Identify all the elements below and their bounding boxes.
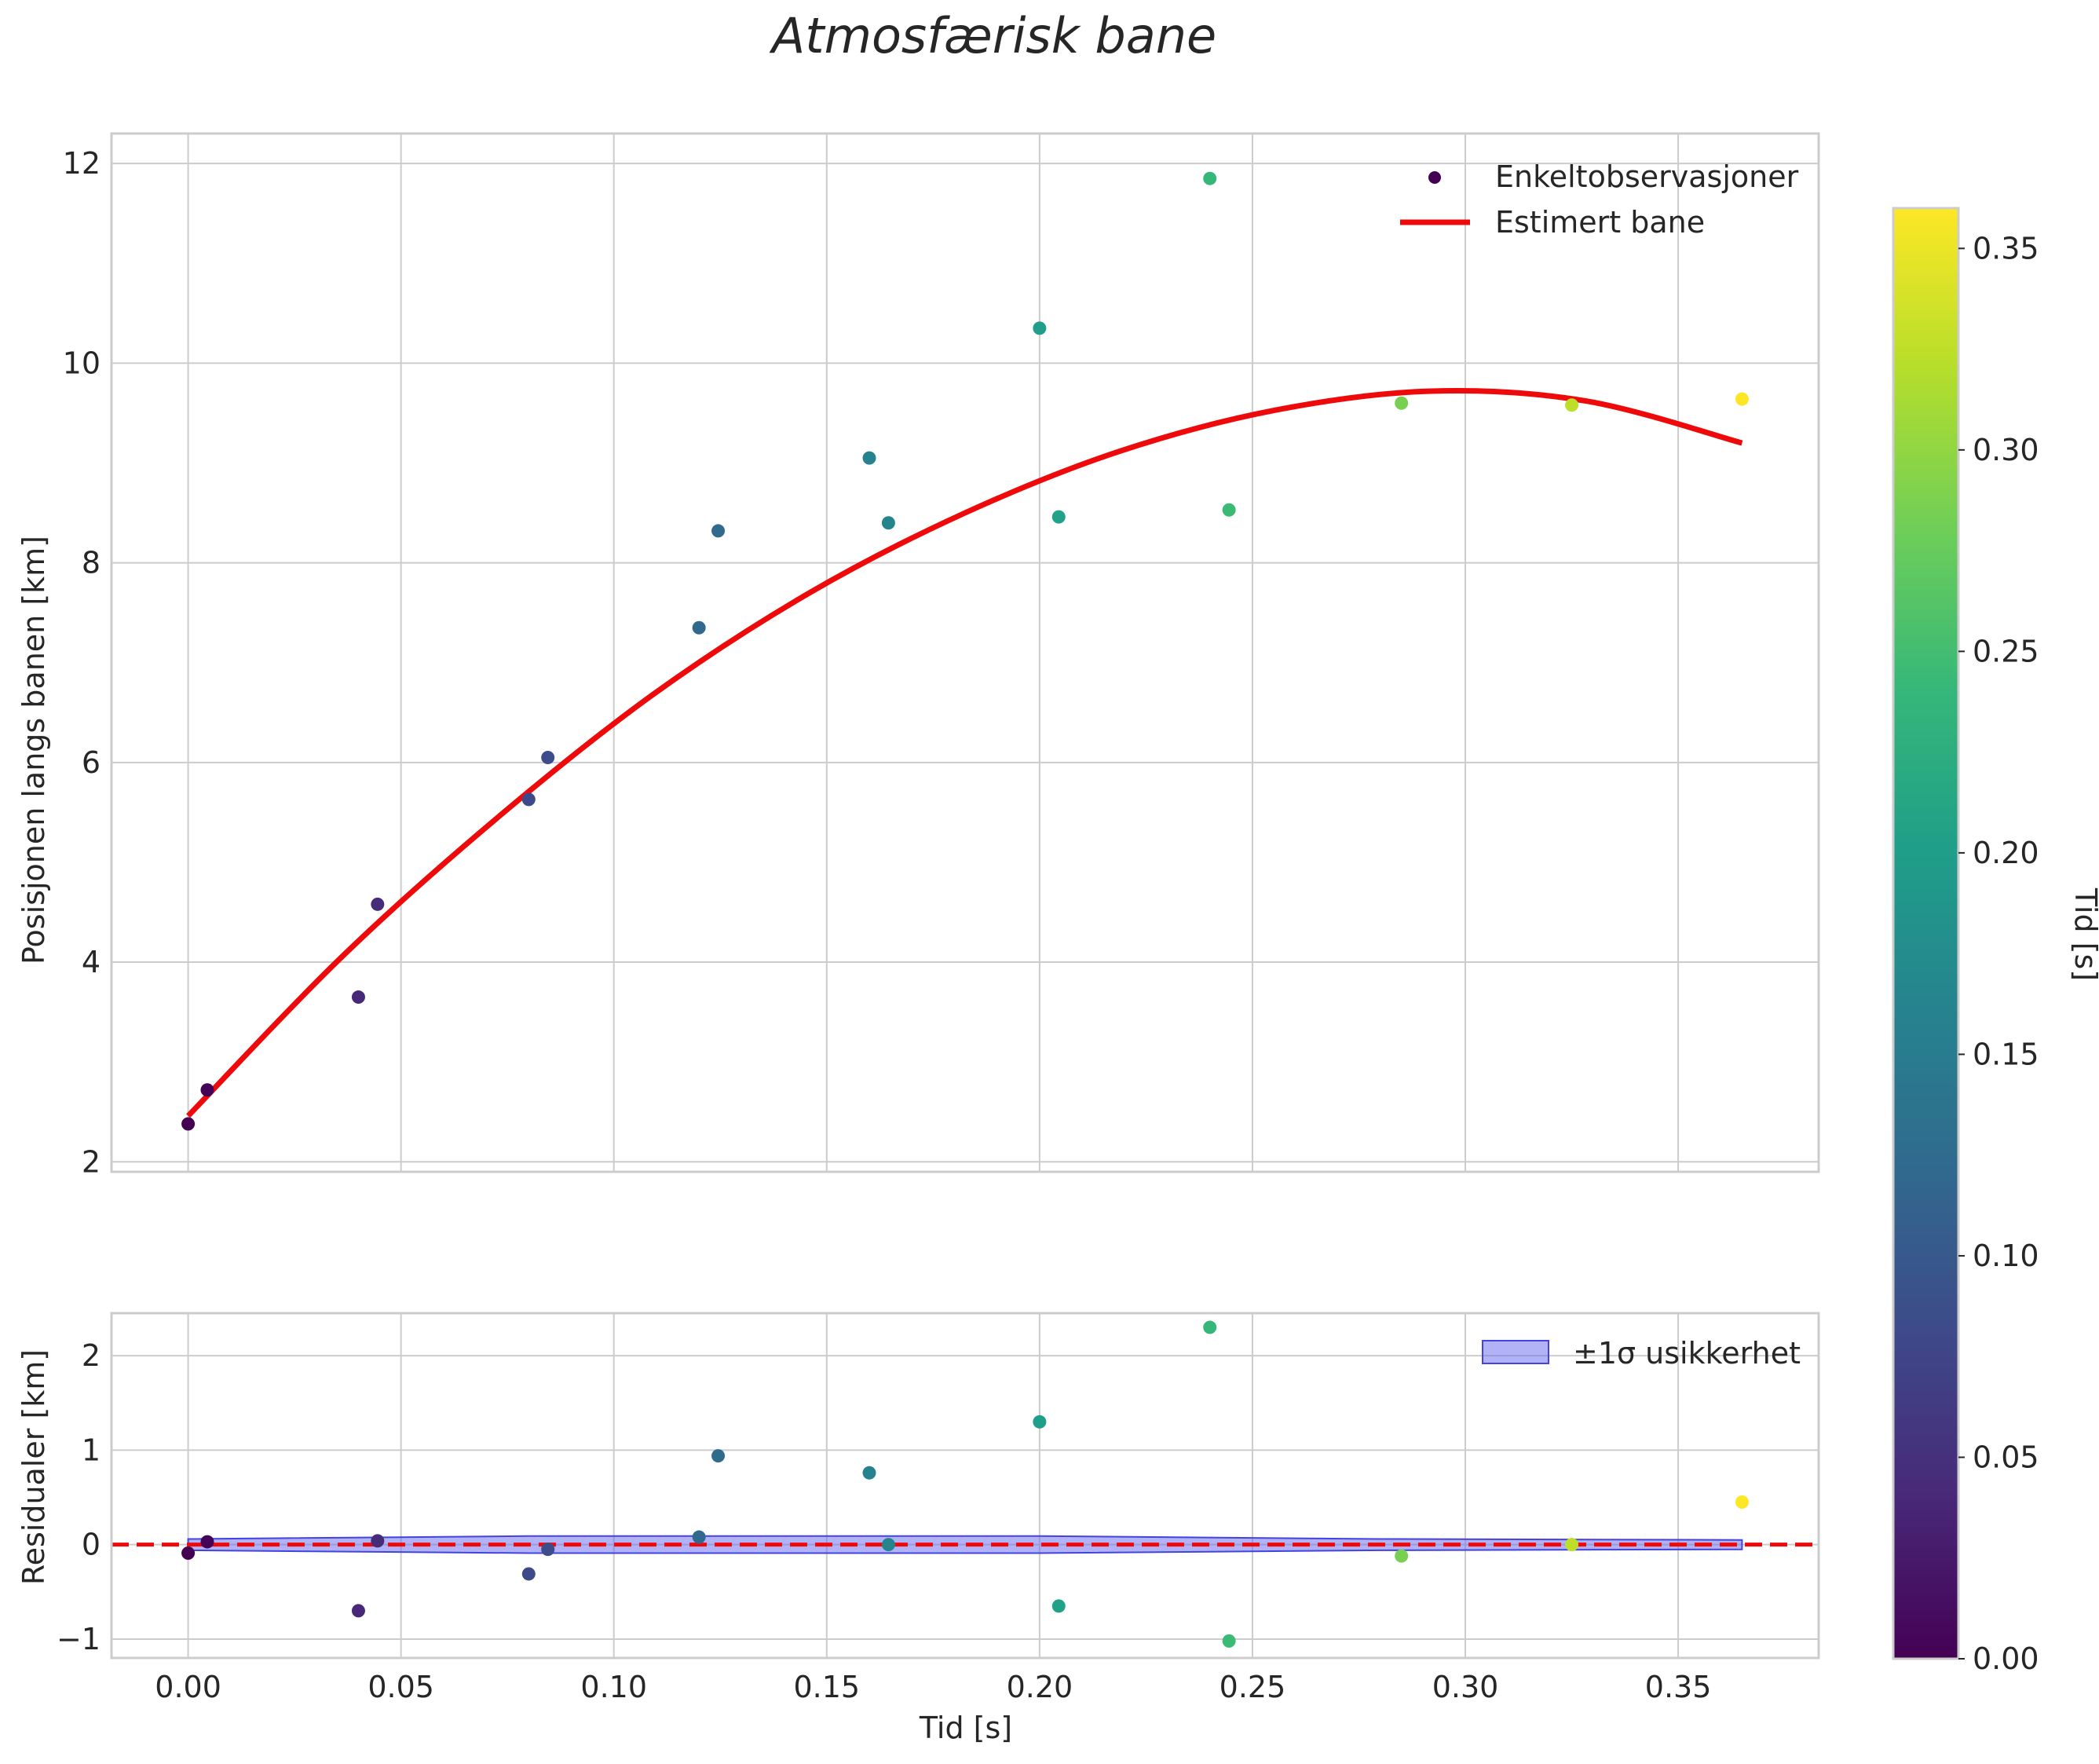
- observation-point: [541, 750, 555, 764]
- observation-point: [881, 516, 895, 530]
- residual-point: [200, 1535, 214, 1549]
- observation-point: [1565, 398, 1579, 412]
- top-y-tick-label: 6: [82, 745, 101, 780]
- observation-point: [351, 990, 365, 1005]
- observation-point: [1033, 321, 1047, 335]
- residual-point: [1051, 1599, 1066, 1613]
- colorbar-tick-label: 0.20: [1973, 836, 2039, 870]
- top-y-tick-label: 8: [82, 546, 101, 580]
- x-tick-label: 0.35: [1645, 1670, 1712, 1704]
- residual-y-axis-label: Residualer [km]: [16, 1349, 51, 1585]
- residual-point: [541, 1543, 555, 1557]
- observation-point: [1051, 510, 1066, 524]
- uncertainty-band: [187, 1535, 1743, 1554]
- residual-point: [1735, 1495, 1749, 1510]
- residual-point: [351, 1604, 365, 1618]
- colorbar-gradient: [1892, 207, 1960, 1660]
- residual-point: [1203, 1320, 1217, 1334]
- top-y-tick-label: 4: [82, 945, 101, 979]
- legend-band-label: ±1σ usikkerhet: [1573, 1336, 1801, 1371]
- top-plot: 2 4 6 8 10 12 Posisjonen langs banen [km] Enk…: [16, 132, 1820, 1179]
- top-y-axis-label: Posisjonen langs banen [km]: [16, 536, 51, 964]
- residual-point: [1565, 1538, 1579, 1552]
- residual-point: [692, 1530, 706, 1544]
- colorbar: 0.00 0.05 0.10 0.15 0.20 0.25 0.30 0.35 Tid [s]: [1892, 207, 2099, 1676]
- colorbar-tick-label: 0.35: [1973, 231, 2039, 265]
- top-plot-frame: [110, 132, 1820, 1173]
- observation-point: [1203, 171, 1217, 185]
- residual-point: [1033, 1414, 1047, 1429]
- residual-points: [181, 1320, 1749, 1648]
- residual-legend: ±1σ usikkerhet: [1482, 1336, 1801, 1371]
- x-tick-label: 0.30: [1432, 1670, 1499, 1704]
- colorbar-tick-label: 0.25: [1973, 634, 2039, 668]
- observation-points: [181, 171, 1749, 1131]
- observation-point: [371, 897, 385, 911]
- residual-point: [862, 1466, 876, 1480]
- x-tick-labels: 0.00 0.05 0.10 0.15 0.20 0.25 0.30 0.35: [155, 1670, 1711, 1704]
- colorbar-label: Tid [s]: [2068, 887, 2099, 981]
- residual-y-tick-label: 0: [82, 1528, 101, 1562]
- top-legend: Enkeltobservasjoner Estimert bane: [1400, 159, 1799, 240]
- x-tick-label: 0.20: [1007, 1670, 1073, 1704]
- observation-point: [1222, 503, 1236, 517]
- top-y-tick-label: 12: [63, 146, 101, 181]
- residual-point: [1395, 1549, 1409, 1563]
- residual-point: [181, 1546, 196, 1560]
- residual-point: [521, 1567, 536, 1581]
- colorbar-tick-label: 0.30: [1973, 433, 2039, 467]
- top-grid: [112, 134, 1819, 1172]
- residual-plot: −1 0 1 2 0.00 0.05 0.10 0.15 0.20 0.25 0.30 0.35 R…: [16, 1312, 1820, 1745]
- observation-point: [181, 1117, 196, 1131]
- observation-point: [862, 451, 876, 465]
- residual-y-tick-label: −1: [57, 1622, 101, 1656]
- top-y-tick-label: 2: [82, 1144, 101, 1179]
- x-tick-label: 0.15: [793, 1670, 860, 1704]
- legend-trajectory-label: Estimert bane: [1495, 205, 1705, 240]
- legend-observation-marker: [1428, 171, 1441, 184]
- residual-plot-frame: [110, 1312, 1820, 1660]
- x-tick-label: 0.05: [368, 1670, 434, 1704]
- chart-title: Atmosfærisk bane: [769, 7, 1216, 64]
- colorbar-tick-label: 0.05: [1973, 1440, 2039, 1474]
- residual-grid: [112, 1313, 1819, 1658]
- residual-point: [371, 1534, 385, 1548]
- x-tick-label: 0.10: [580, 1670, 647, 1704]
- observation-point: [200, 1083, 214, 1097]
- x-tick-label: 0.25: [1220, 1670, 1286, 1704]
- top-y-tick-labels: 2 4 6 8 10 12: [63, 146, 101, 1179]
- observation-point: [711, 524, 726, 538]
- observation-point: [521, 792, 536, 807]
- colorbar-tick-label: 0.15: [1973, 1037, 2039, 1071]
- residual-y-tick-labels: −1 0 1 2: [57, 1338, 101, 1656]
- estimated-trajectory-line: [186, 388, 1743, 1118]
- colorbar-tick-label: 0.00: [1973, 1641, 2039, 1676]
- observation-point: [1735, 392, 1749, 406]
- residual-y-tick-label: 1: [82, 1433, 101, 1467]
- residual-point: [1222, 1634, 1236, 1648]
- colorbar-tick-labels: 0.00 0.05 0.10 0.15 0.20 0.25 0.30 0.35: [1958, 231, 2039, 1676]
- residual-point: [881, 1538, 895, 1552]
- colorbar-tick-label: 0.10: [1973, 1239, 2039, 1273]
- legend-band-swatch: [1482, 1340, 1549, 1364]
- top-y-tick-label: 10: [63, 346, 101, 380]
- x-tick-label: 0.00: [155, 1670, 221, 1704]
- observation-point: [692, 620, 706, 635]
- residual-y-tick-label: 2: [82, 1338, 101, 1373]
- residual-point: [711, 1449, 726, 1463]
- x-axis-label: Tid [s]: [919, 1711, 1012, 1745]
- observation-point: [1395, 396, 1409, 410]
- legend-observation-label: Enkeltobservasjoner: [1495, 159, 1799, 194]
